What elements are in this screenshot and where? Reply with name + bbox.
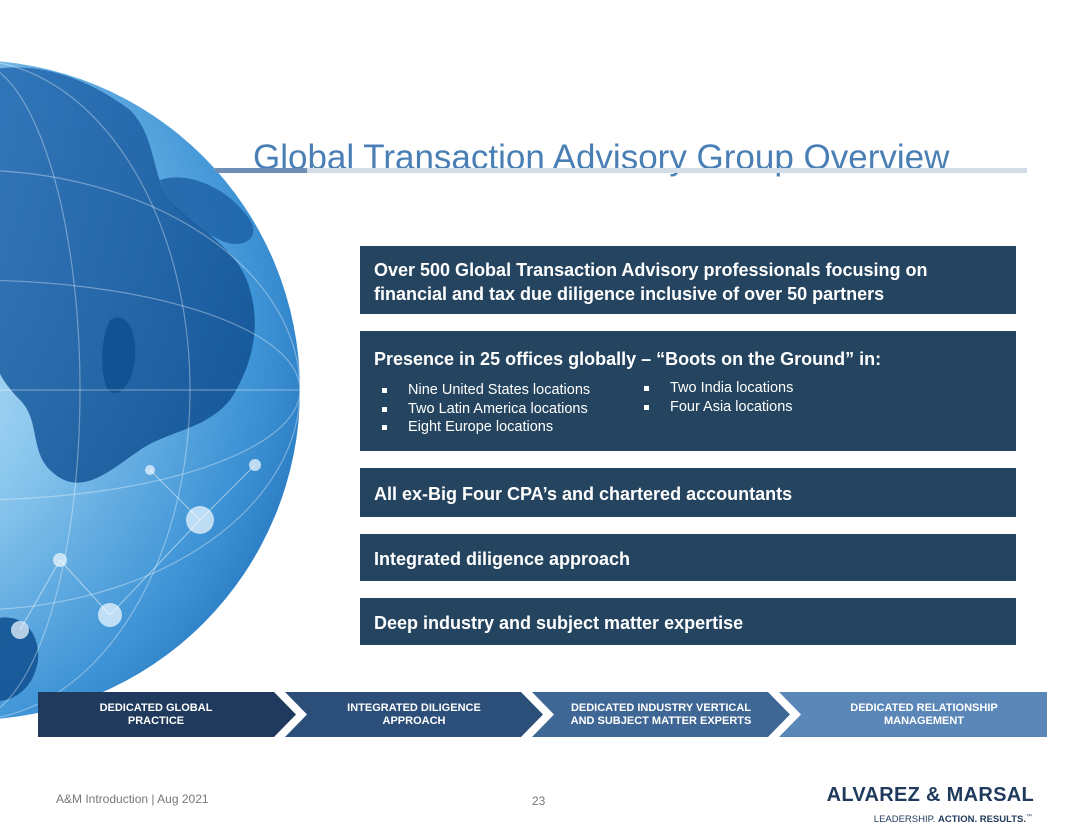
logo-tagline-bold: ACTION. RESULTS.: [938, 814, 1026, 826]
offices-box: Presence in 25 offices globally – “Boots…: [360, 331, 1016, 451]
offices-list-left: Nine United States locations Two Latin A…: [378, 381, 590, 437]
offices-list-right: Two India locations Four Asia locations: [640, 379, 793, 416]
logo-tagline-normal: LEADERSHIP.: [873, 814, 936, 826]
chevron-line: DEDICATED INDUSTRY VERTICAL: [570, 701, 752, 714]
chevron-line: DEDICATED RELATIONSHIP: [850, 701, 998, 714]
list-item: Eight Europe locations: [378, 418, 590, 437]
chevron-line: PRACTICE: [127, 714, 185, 727]
expertise-text: Deep industry and subject matter experti…: [374, 613, 744, 633]
globe-illustration: [0, 0, 320, 760]
globe-icon: [0, 61, 301, 719]
chevron-dedicated-global-practice: DEDICATED GLOBAL PRACTICE: [38, 692, 296, 737]
chevron-integrated-diligence: INTEGRATED DILIGENCE APPROACH: [285, 692, 543, 737]
offices-heading: Presence in 25 offices globally – “Boots…: [374, 349, 882, 369]
chevron-line: APPROACH: [382, 714, 446, 727]
accountants-text: All ex-Big Four CPA’s and chartered acco…: [374, 484, 793, 504]
list-item: Four Asia locations: [640, 398, 793, 417]
list-item: Two Latin America locations: [378, 400, 590, 419]
company-logo: ALVAREZ & MARSAL LEADERSHIP. ACTION. RES…: [827, 784, 1060, 829]
chevron-line: AND SUBJECT MATTER EXPERTS: [570, 714, 752, 727]
professionals-line-2: financial and tax due diligence inclusiv…: [374, 284, 885, 304]
title-divider: [215, 168, 1027, 173]
footer-label: A&M Introduction | Aug 2021: [56, 792, 209, 806]
logo-wordmark: ALVAREZ & MARSAL: [826, 784, 1034, 806]
professionals-line-1: Over 500 Global Transaction Advisory pro…: [374, 260, 928, 280]
professionals-box: Over 500 Global Transaction Advisory pro…: [360, 246, 1016, 314]
logo-tagline: LEADERSHIP. ACTION. RESULTS.™: [874, 814, 1032, 825]
expertise-box: Deep industry and subject matter experti…: [360, 598, 1016, 645]
title-divider-accent: [215, 168, 307, 173]
chevron-line: MANAGEMENT: [883, 714, 965, 727]
logo-tm: ™: [1026, 814, 1032, 820]
process-chevrons: DEDICATED GLOBAL PRACTICE INTEGRATED DILI…: [38, 692, 1048, 737]
accountants-box: All ex-Big Four CPA’s and chartered acco…: [360, 468, 1016, 517]
chevron-line: DEDICATED GLOBAL: [99, 701, 213, 714]
diligence-box: Integrated diligence approach: [360, 534, 1016, 581]
chevron-relationship-management: DEDICATED RELATIONSHIP MANAGEMENT: [779, 692, 1047, 737]
list-item: Two India locations: [640, 379, 793, 398]
chevron-industry-experts: DEDICATED INDUSTRY VERTICAL AND SUBJECT M…: [532, 692, 790, 737]
list-item: Nine United States locations: [378, 381, 590, 400]
chevron-line: INTEGRATED DILIGENCE: [347, 701, 481, 714]
page-number: 23: [532, 794, 546, 808]
diligence-text: Integrated diligence approach: [374, 549, 631, 569]
